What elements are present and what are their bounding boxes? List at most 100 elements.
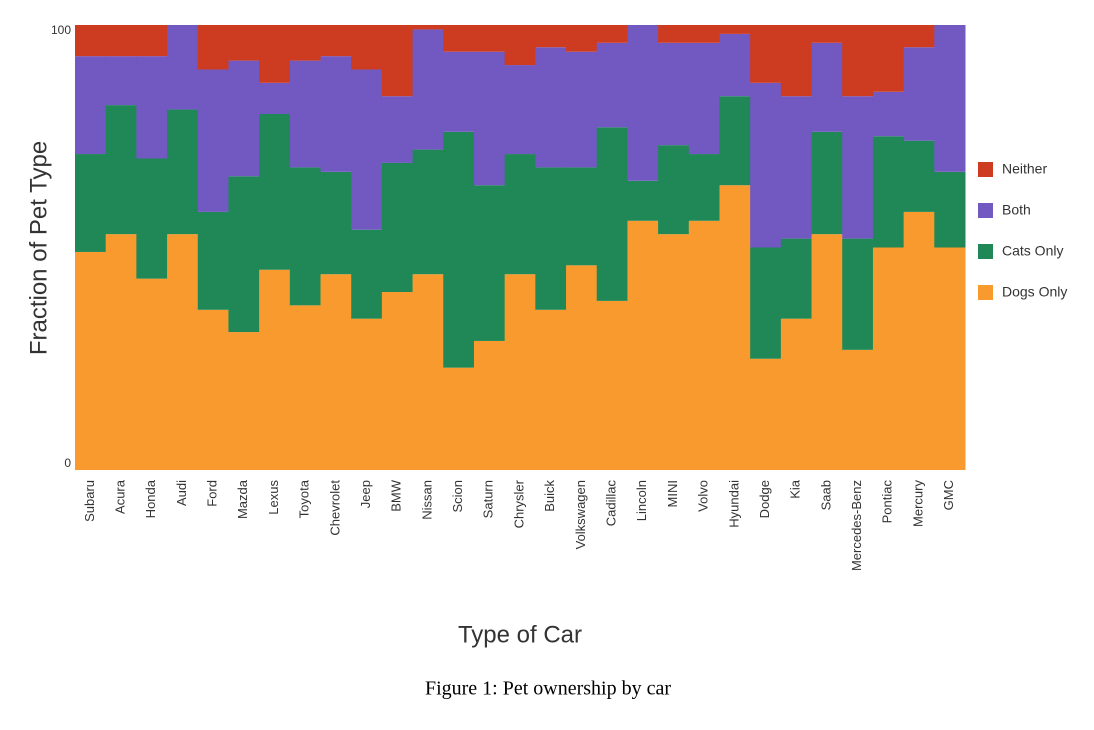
bar-segment — [596, 25, 628, 43]
bar-segment — [934, 247, 966, 470]
legend-swatch — [978, 244, 993, 259]
x-tick-label: Scion — [450, 480, 465, 513]
bar-segment — [872, 25, 905, 92]
bar-segment — [259, 269, 291, 470]
bar-segment — [811, 234, 843, 470]
x-tick-label: Chevrolet — [327, 480, 342, 536]
bar-segment — [842, 349, 874, 470]
bar-segment — [750, 25, 782, 83]
bar-segment — [105, 234, 137, 470]
bar-segment — [750, 82, 782, 248]
y-tick-label: 0 — [64, 456, 71, 470]
bar-segment — [719, 96, 751, 186]
bar-segment — [780, 318, 813, 470]
legend-swatch — [978, 203, 993, 218]
bar-segment — [443, 367, 475, 470]
bar-segment — [473, 340, 506, 470]
legend-label: Both — [1002, 202, 1031, 218]
bar-segment — [259, 82, 291, 114]
bar-segment — [535, 309, 567, 470]
bar-segment — [473, 185, 506, 341]
bar-segment — [289, 167, 322, 306]
caption: Figure 1: Pet ownership by car — [425, 678, 671, 700]
x-tick-label: Volkswagen — [573, 480, 588, 549]
bar-segment — [658, 42, 690, 146]
bar-segment — [596, 42, 628, 128]
bar-segment — [75, 251, 107, 470]
bar-segment — [811, 42, 843, 132]
bar-segment — [596, 300, 628, 470]
bar-segment — [535, 167, 567, 310]
bar-segment — [228, 25, 260, 61]
bar-segment — [167, 25, 199, 110]
bar-segment — [842, 96, 874, 239]
bar-segment — [719, 185, 751, 470]
bar-segment — [903, 211, 935, 470]
bar-segment — [566, 265, 598, 470]
bar-segment — [903, 47, 935, 141]
bar-segment — [903, 25, 935, 48]
bar-segment — [842, 25, 874, 97]
bar-segment — [443, 131, 475, 368]
x-tick-label: Pontiac — [880, 480, 895, 524]
bar-segment — [320, 25, 352, 57]
bar-segment — [105, 105, 137, 235]
x-tick-label: MINI — [665, 480, 680, 507]
x-tick-label: Audi — [174, 480, 189, 506]
bar-segment — [811, 131, 843, 235]
x-tick-label: Mercedes-Benz — [849, 480, 864, 571]
bar-segment — [473, 25, 506, 52]
x-tick-label: Nissan — [419, 480, 434, 520]
bar-segment — [566, 167, 598, 266]
x-tick-label: Cadillac — [604, 480, 619, 527]
bar-segment — [381, 292, 414, 470]
bar-segment — [535, 25, 567, 48]
legend-swatch — [978, 162, 993, 177]
bar-segment — [658, 145, 690, 235]
bar-segment — [167, 234, 199, 470]
x-tick-label: Kia — [788, 479, 803, 499]
bar-segment — [351, 229, 383, 319]
legend-swatch — [978, 285, 993, 300]
x-tick-label: Jeep — [358, 480, 373, 508]
bar-segment — [842, 238, 874, 350]
bar-segment — [596, 127, 628, 301]
bar-segment — [504, 274, 536, 470]
x-tick-label: Lincoln — [634, 480, 649, 521]
x-tick-label: Dodge — [757, 480, 772, 518]
bar-segment — [719, 25, 751, 34]
bar-segment — [872, 247, 905, 470]
bar-segment — [566, 25, 598, 52]
x-tick-label: Hyundai — [726, 480, 741, 528]
x-tick-label: Subaru — [82, 480, 97, 522]
bar-segment — [228, 176, 260, 333]
bar-segment — [750, 358, 782, 470]
x-tick-label: Acura — [112, 479, 127, 514]
x-tick-label: Saturn — [481, 480, 496, 518]
bar-segment — [351, 25, 383, 70]
bar-segment — [259, 25, 291, 83]
bar-segment — [872, 136, 905, 248]
bar-segment — [688, 25, 720, 43]
bar-segment — [289, 305, 322, 470]
bar-segment — [197, 211, 229, 310]
bar-segment — [627, 220, 659, 470]
bar-segment — [780, 238, 813, 319]
bar-segment — [105, 56, 137, 106]
bar-segment — [136, 25, 168, 57]
legend-label: Dogs Only — [1002, 284, 1067, 300]
legend-label: Cats Only — [1002, 243, 1063, 259]
bar-segment — [351, 69, 383, 230]
bar-segment — [228, 60, 260, 177]
bar-segment — [780, 25, 813, 97]
x-tick-label: Mercury — [910, 480, 925, 527]
bar-segment — [934, 25, 966, 172]
y-tick-label: 100 — [51, 23, 71, 37]
bar-segment — [750, 247, 782, 359]
bar-segment — [75, 56, 107, 155]
bar-segment — [412, 29, 444, 150]
x-tick-label: Volvo — [696, 480, 711, 512]
bar-segment — [504, 25, 536, 66]
bar-segment — [320, 171, 352, 275]
